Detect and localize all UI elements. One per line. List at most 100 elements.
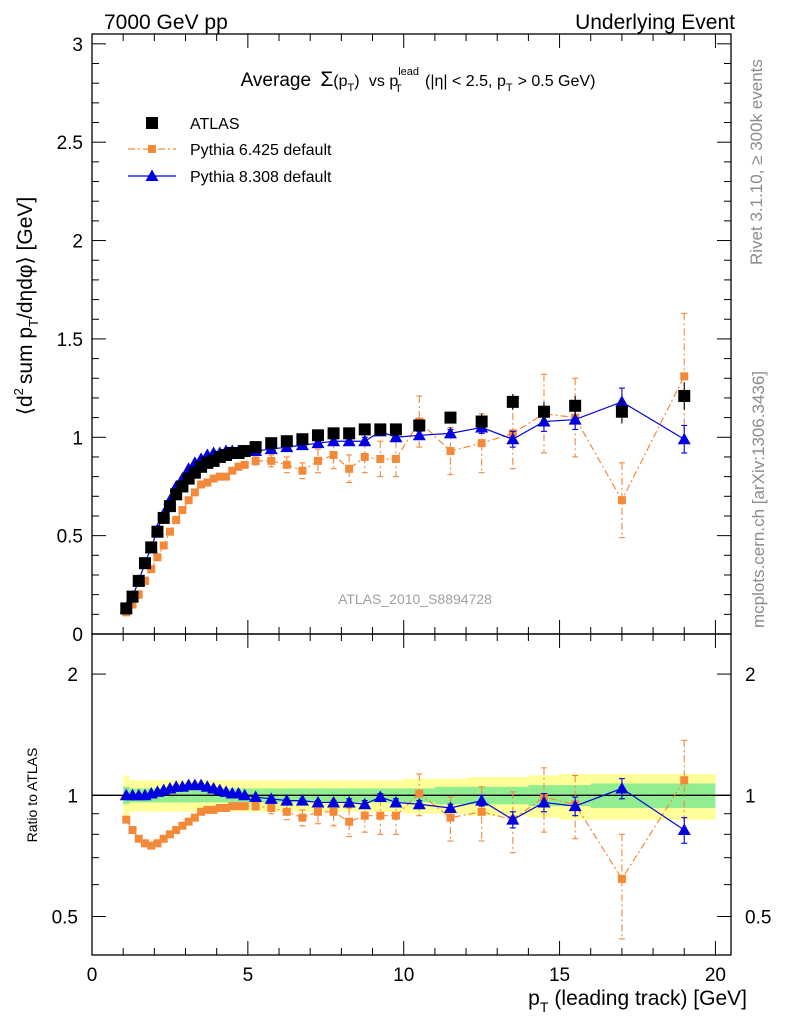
ratio-ytick-label-right: 0.5 <box>745 908 771 929</box>
ratio-pythia8-point <box>373 790 387 803</box>
pythia6-point <box>159 541 168 550</box>
title-arg-close: ) <box>354 73 359 90</box>
pythia8-line <box>125 401 685 609</box>
ratio-pythia6-point <box>345 817 354 826</box>
pythia8-point <box>389 430 403 443</box>
pythia6-point <box>329 450 338 459</box>
atlas-point <box>126 590 139 603</box>
pythia8-point <box>311 436 325 449</box>
atlas-point <box>475 415 488 428</box>
analysis-watermark: ATLAS_2010_S8894728 <box>338 591 492 607</box>
legend-pythia8-label: Pythia 8.308 default <box>190 169 332 186</box>
ratio-pythia8-point <box>389 795 403 808</box>
x-tick-label: 10 <box>393 965 414 986</box>
atlas-point <box>296 433 309 446</box>
ratio-pythia8-point <box>412 797 426 810</box>
ratio-pythia8-point <box>280 794 294 806</box>
title-cut-a: (|η| < 2.5, p <box>425 73 506 90</box>
pythia6-point <box>680 372 689 381</box>
ratio-ytick-label-left: 1 <box>67 786 78 807</box>
ratio-pythia6-point <box>251 802 260 811</box>
ratio-pythia6-point <box>165 830 174 839</box>
atlas-point <box>120 602 133 615</box>
ratio-pythia8-point <box>311 795 325 808</box>
ratio-pythia6-point <box>617 874 626 883</box>
main-ytick-label: 0.5 <box>57 527 83 548</box>
title-vs-sup: lead <box>398 66 419 78</box>
atlas-point <box>506 395 519 408</box>
ratio-pythia6-point <box>267 803 276 812</box>
pythia6-point <box>209 474 218 483</box>
main-ytick-label: 1 <box>72 428 83 449</box>
pythia6-point <box>147 565 156 574</box>
ratio-pythia8-point <box>475 794 489 806</box>
plot-title: Average Σ(pT) vs plead T (|η| < 2.5, pT > … <box>241 66 596 97</box>
pythia6-point <box>172 515 181 524</box>
pythia6-point <box>165 527 174 536</box>
atlas-point <box>444 411 457 424</box>
pythia8-point <box>412 428 426 441</box>
mcplots-label: mcplots.cern.ch [arXiv:1306.3436] <box>749 371 768 628</box>
pythia6-point <box>240 460 249 469</box>
ratio-pythia6-point <box>184 817 193 826</box>
energy-label: 7000 GeV pp <box>104 11 228 34</box>
ratio-pythia6-point <box>415 789 424 798</box>
ratio-ytick-label-left: 0.5 <box>52 908 78 929</box>
main-ytick-label: 2.5 <box>57 133 83 154</box>
ratio-ylabel: Ratio to ATLAS <box>24 748 40 843</box>
ratio-pythia8-point <box>443 801 457 813</box>
ratio-ytick-label-left: 2 <box>67 665 78 686</box>
ratio-pythia6-point <box>209 805 218 814</box>
ratio-pythia6-point <box>222 803 231 812</box>
ratio-pythia6-point <box>234 802 243 811</box>
atlas-point <box>327 427 340 440</box>
ratio-pythia8-point <box>249 790 263 803</box>
pythia6-point <box>298 466 307 475</box>
title-vs: vs p <box>369 73 398 90</box>
atlas-point <box>151 525 164 538</box>
atlas-point <box>311 429 324 442</box>
pythia8-point <box>443 426 457 439</box>
main-ticks: 0 0.5 1 1.5 2 2.5 3 <box>57 34 731 646</box>
atlas-point <box>389 423 402 436</box>
atlas-point <box>138 557 151 570</box>
title-cut-b: > 0.5 GeV) <box>518 73 596 90</box>
pythia6-point <box>153 553 162 562</box>
pythia6-point <box>178 506 187 515</box>
ratio-pythia6-point <box>128 826 137 835</box>
ratio-panel: 0.5 0.51 12 20 5 10 15 20 Ratio to ATLAS pT (lea… <box>24 633 771 1015</box>
pythia6-point <box>267 456 276 465</box>
pythia8-point <box>358 434 372 447</box>
ratio-pythia6-point <box>282 807 291 816</box>
ratio-marks <box>92 739 731 940</box>
x-tick-label: 0 <box>87 965 98 986</box>
ratio-pythia6-point <box>298 813 307 822</box>
main-ylabel: ⟨d2sum pT/dηdφ⟩ [GeV] <box>11 197 41 415</box>
ratio-pythia6-point <box>329 807 338 816</box>
atlas-point <box>145 541 158 554</box>
ratio-ytick-label-right: 2 <box>745 665 756 686</box>
pythia6-point <box>190 488 199 497</box>
atlas-point <box>413 419 426 432</box>
x-tick-label: 20 <box>705 965 726 986</box>
pythia6-point <box>391 454 400 463</box>
ratio-pythia8-point <box>537 795 551 808</box>
ratio-pythia6-point <box>313 807 322 816</box>
pythia6-line <box>125 376 685 613</box>
pythia6-point <box>128 600 137 609</box>
ratio-pythia8-point <box>358 797 372 810</box>
ratio-pythia8-point <box>568 799 582 812</box>
ratio-pythia6-point <box>122 815 131 824</box>
title-arg-sub: T <box>348 82 355 94</box>
pythia6-point <box>184 496 193 505</box>
title-cut-sub: T <box>506 82 513 94</box>
pythia6-point <box>234 462 243 471</box>
main-ytick-label: 2 <box>72 232 83 253</box>
legend-pythia8-marker <box>145 169 159 181</box>
atlas-point <box>238 445 251 458</box>
ratio-pythia6-point <box>680 776 689 785</box>
ratio-pythia6-point <box>391 811 400 820</box>
pythia6-point <box>282 460 291 469</box>
ratio-pythia6-point <box>190 813 199 822</box>
ratio-pythia6-point <box>203 805 212 814</box>
